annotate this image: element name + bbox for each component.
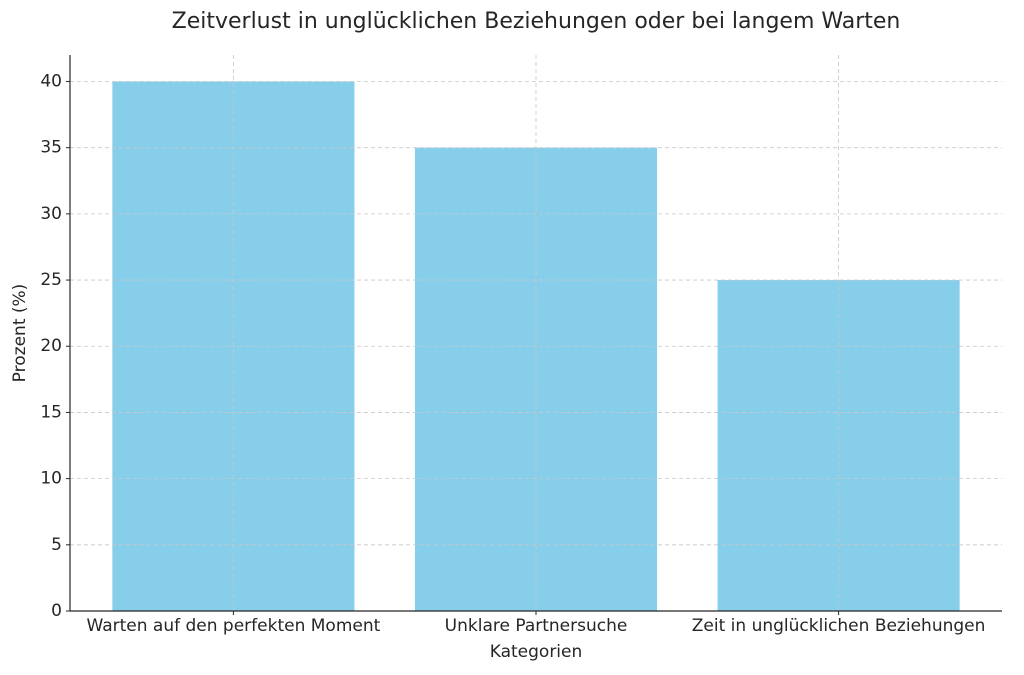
x-tick-label: Zeit in unglücklichen Beziehungen <box>692 616 986 636</box>
y-tick-label: 30 <box>40 204 62 224</box>
x-axis-label: Kategorien <box>490 642 583 662</box>
y-tick-label: 0 <box>51 601 62 621</box>
y-tick-label: 10 <box>40 469 62 489</box>
x-tick-label: Unklare Partnersuche <box>445 616 628 636</box>
x-tick-label: Warten auf den perfekten Moment <box>86 616 380 636</box>
y-tick-label: 20 <box>40 336 62 356</box>
y-tick-label: 40 <box>40 71 62 91</box>
y-tick-label: 15 <box>40 402 62 422</box>
y-axis-label: Prozent (%) <box>10 284 30 383</box>
y-tick-label: 5 <box>51 535 62 555</box>
y-tick-label: 35 <box>40 138 62 158</box>
y-tick-label: 25 <box>40 270 62 290</box>
chart-title: Zeitverlust in unglücklichen Beziehungen… <box>172 9 901 34</box>
